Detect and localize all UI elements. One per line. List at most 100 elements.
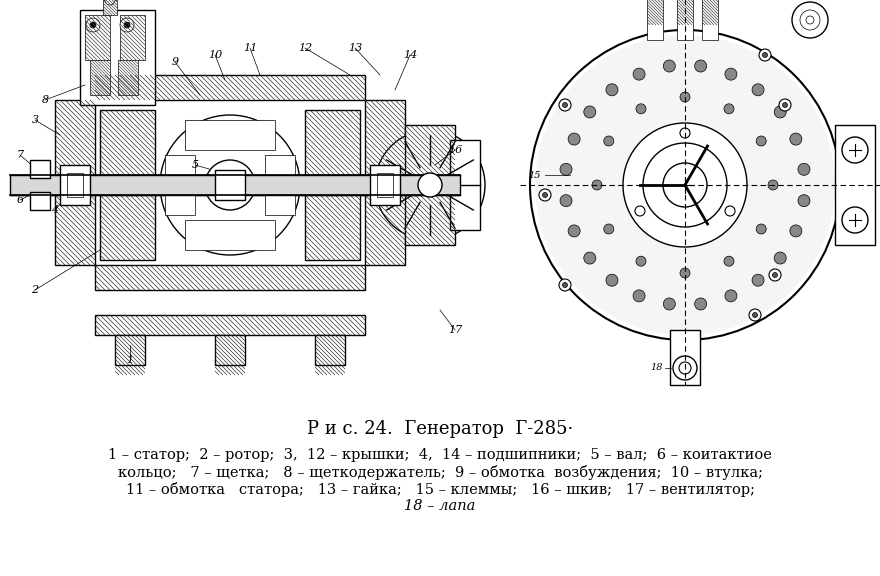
Circle shape	[779, 99, 791, 111]
Circle shape	[756, 136, 766, 146]
Circle shape	[756, 224, 766, 234]
Bar	[85, 15, 110, 60]
Circle shape	[568, 225, 580, 237]
Circle shape	[120, 18, 134, 32]
Text: 11 – обмотка   статора;   13 – гайка;   15 – клеммы;   16 – шкив;   17 – вентиля: 11 – обмотка статора; 13 – гайка; 15 – к…	[126, 482, 754, 497]
Bar	[377, 173, 393, 197]
Circle shape	[90, 22, 96, 28]
Bar	[95, 315, 365, 335]
Bar	[67, 173, 83, 197]
Circle shape	[806, 16, 814, 24]
Bar	[215, 170, 245, 200]
Text: 18: 18	[650, 363, 664, 373]
Circle shape	[790, 225, 802, 237]
Bar	[95, 265, 365, 290]
Bar	[80, 10, 155, 105]
Circle shape	[643, 143, 727, 227]
Text: 7: 7	[17, 150, 24, 160]
Circle shape	[664, 60, 675, 72]
Circle shape	[568, 133, 580, 145]
Circle shape	[790, 133, 802, 145]
Circle shape	[725, 290, 737, 302]
Circle shape	[560, 195, 572, 207]
Bar	[115, 335, 145, 365]
Bar	[370, 165, 400, 205]
Circle shape	[725, 68, 737, 80]
Bar	[315, 335, 345, 365]
Bar	[118, 60, 138, 95]
Circle shape	[694, 60, 707, 72]
Bar	[103, 0, 117, 15]
Circle shape	[679, 362, 691, 374]
Circle shape	[562, 282, 568, 287]
Circle shape	[752, 84, 764, 96]
Bar	[90, 60, 110, 95]
Bar	[55, 100, 95, 265]
Text: 9: 9	[172, 57, 179, 67]
Circle shape	[606, 84, 618, 96]
Circle shape	[635, 206, 645, 216]
Text: 8: 8	[41, 95, 48, 105]
Bar	[450, 140, 480, 230]
Circle shape	[762, 52, 767, 58]
Bar	[185, 120, 275, 150]
Circle shape	[769, 269, 781, 281]
Circle shape	[680, 268, 690, 278]
Bar	[365, 100, 405, 265]
Circle shape	[560, 164, 572, 175]
Circle shape	[724, 104, 734, 114]
Text: 14: 14	[403, 50, 417, 60]
Circle shape	[800, 10, 820, 30]
Circle shape	[105, 0, 115, 5]
Bar	[305, 110, 360, 260]
Text: 16: 16	[448, 145, 462, 155]
Text: 13: 13	[348, 43, 363, 53]
Text: 18 – лапа: 18 – лапа	[404, 499, 476, 513]
Text: 3: 3	[32, 115, 39, 125]
Circle shape	[792, 2, 828, 38]
Circle shape	[664, 298, 675, 310]
Bar	[10, 175, 460, 195]
Circle shape	[768, 180, 778, 190]
Circle shape	[798, 195, 810, 207]
Circle shape	[604, 224, 613, 234]
Text: 15: 15	[529, 170, 541, 180]
Bar	[30, 160, 50, 178]
Bar	[30, 192, 50, 210]
Bar	[835, 125, 875, 245]
Circle shape	[749, 309, 761, 321]
Circle shape	[535, 35, 835, 335]
Circle shape	[410, 165, 450, 205]
Bar	[215, 335, 245, 365]
Circle shape	[604, 136, 613, 146]
Circle shape	[124, 22, 130, 28]
Text: 1 – статор;  2 – ротор;  3,  12 – крышки;  4,  14 – подшипники;  5 – вал;  6 – к: 1 – статор; 2 – ротор; 3, 12 – крышки; 4…	[108, 448, 772, 462]
Text: 17: 17	[448, 325, 462, 335]
Circle shape	[782, 103, 788, 108]
Bar	[702, 0, 718, 40]
Circle shape	[160, 115, 300, 255]
Text: 2: 2	[32, 285, 39, 295]
Circle shape	[773, 272, 778, 278]
Text: 5: 5	[192, 160, 199, 170]
Circle shape	[724, 256, 734, 266]
Bar	[647, 0, 663, 40]
Circle shape	[592, 180, 602, 190]
Circle shape	[562, 103, 568, 108]
Circle shape	[559, 99, 571, 111]
Text: 6: 6	[17, 195, 24, 205]
Circle shape	[375, 130, 485, 240]
Circle shape	[759, 49, 771, 61]
Text: 10: 10	[208, 50, 222, 60]
Circle shape	[680, 92, 690, 102]
Bar	[165, 155, 195, 215]
Circle shape	[752, 313, 758, 317]
Bar	[100, 110, 155, 260]
Circle shape	[725, 206, 735, 216]
Text: 11: 11	[243, 43, 257, 53]
Bar	[185, 220, 275, 250]
Circle shape	[663, 163, 707, 207]
Circle shape	[774, 252, 786, 264]
Circle shape	[583, 252, 596, 264]
Circle shape	[542, 192, 547, 198]
